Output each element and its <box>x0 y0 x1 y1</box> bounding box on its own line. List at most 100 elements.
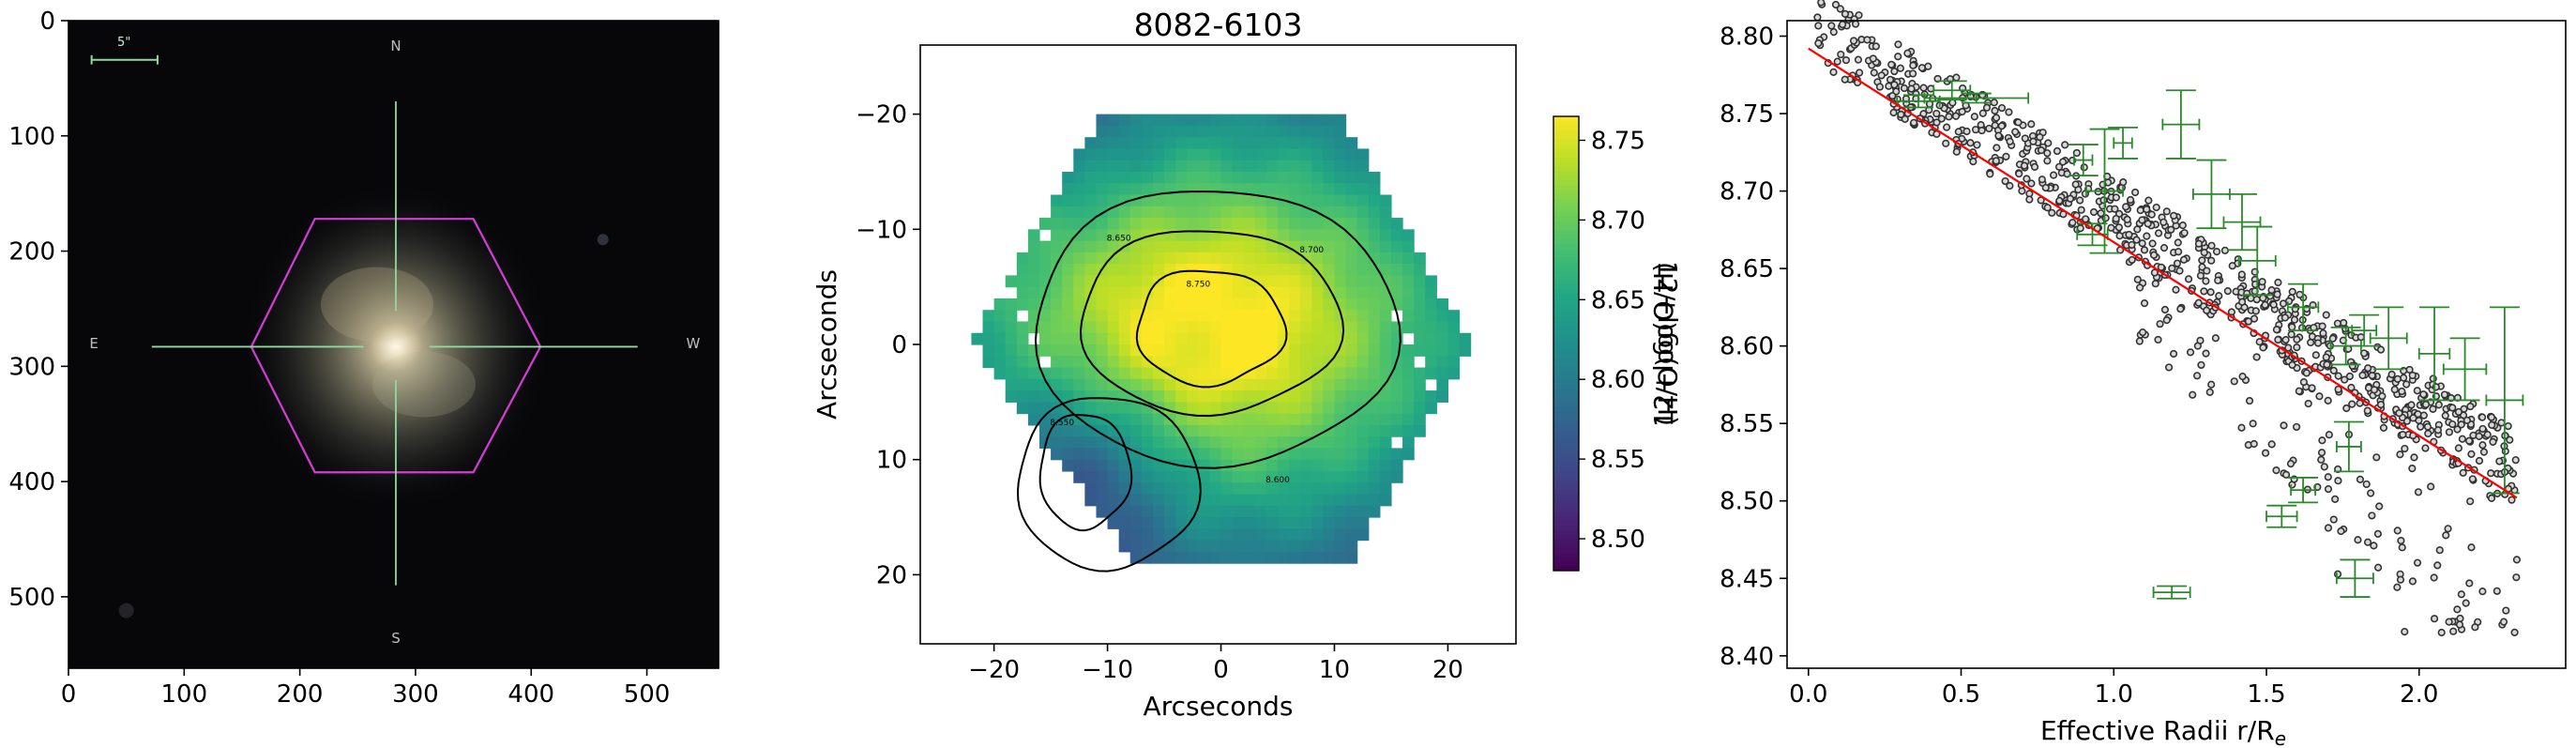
colorbar-segment <box>1553 247 1579 253</box>
colorbar-segment <box>1553 211 1579 217</box>
heatmap-cell <box>1073 424 1085 437</box>
data-point <box>1841 9 1850 18</box>
data-point <box>1837 50 1845 59</box>
heatmap-cell <box>1164 344 1176 357</box>
heatmap-cell <box>1243 148 1256 161</box>
data-point <box>2396 450 2404 459</box>
colorbar-segment <box>1553 192 1579 199</box>
heatmap-cell <box>1152 517 1165 529</box>
heatmap-cell <box>1243 436 1256 450</box>
colorbar-segment <box>1553 188 1579 194</box>
data-point <box>2144 196 2153 205</box>
data-point <box>2419 390 2428 399</box>
heatmap-cell <box>1243 332 1256 345</box>
heatmap-cell <box>1084 218 1098 230</box>
heatmap-cell <box>1368 286 1381 299</box>
data-point <box>2143 205 2151 214</box>
sdss-y-tick-label: 100 <box>8 123 55 151</box>
heatmap-cell <box>1254 378 1267 391</box>
heatmap-cell <box>1152 321 1165 334</box>
heatmap-cell <box>1289 551 1301 564</box>
heatmap-cell <box>1129 264 1143 276</box>
data-point <box>2370 542 2378 550</box>
heatmap-cell <box>1414 367 1426 380</box>
heatmap-cell <box>1118 413 1131 426</box>
binned-errorbars <box>1896 80 2524 600</box>
heatmap-cell <box>1379 310 1392 323</box>
heatmap-cell <box>1084 137 1098 150</box>
data-point <box>2133 275 2142 283</box>
data-point <box>1951 112 1961 120</box>
heatmap-cell <box>1118 470 1131 483</box>
heatmap-cell <box>1390 344 1403 357</box>
heatmap-cell <box>1084 378 1098 391</box>
heatmap-cell <box>1209 344 1222 357</box>
heatmap-cell <box>1300 298 1312 311</box>
heatmap-cell <box>1243 470 1256 483</box>
colorbar-segment <box>1553 360 1579 367</box>
heatmap-cell <box>1334 160 1347 173</box>
heatmap-cell <box>1334 528 1347 542</box>
heatmap-cell <box>1368 413 1381 426</box>
heatmap-cell <box>1278 378 1290 391</box>
heatmap-cell <box>1311 275 1324 288</box>
data-point <box>2249 420 2257 428</box>
heatmap-cell <box>1016 402 1029 415</box>
sdss-x-tick-label: 500 <box>624 680 671 709</box>
heatmap-cell <box>1368 171 1381 184</box>
heatmap-cell <box>1402 240 1415 253</box>
heatmap-cell <box>1379 344 1392 357</box>
heatmap-cell <box>1356 378 1370 391</box>
data-point <box>2325 431 2333 439</box>
heatmap-cell <box>1300 413 1312 426</box>
heatmap-cell <box>1311 528 1324 542</box>
heatmap-cell <box>1289 252 1301 265</box>
heatmap-cell <box>1175 356 1188 369</box>
data-point <box>2212 247 2221 256</box>
heatmap-cell <box>1107 459 1120 472</box>
heatmap-cell <box>1220 494 1234 507</box>
heatmap-cell <box>1096 275 1109 288</box>
heatmap-cell <box>1356 390 1370 403</box>
heatmap-cell <box>1265 413 1279 426</box>
heatmap-cell <box>1436 321 1449 334</box>
heatmap-cell <box>1164 160 1176 173</box>
heatmap-cell <box>1118 229 1131 242</box>
heatmap-cell <box>1187 148 1199 161</box>
heatmap-cell <box>1311 286 1324 299</box>
heatmap-cell <box>1164 240 1176 253</box>
data-point <box>2259 343 2267 352</box>
heatmap-cell <box>1265 160 1279 173</box>
heatmap-cell <box>1175 505 1188 518</box>
heatmap-cell <box>1254 114 1267 127</box>
heatmap-cell <box>1005 298 1018 311</box>
data-point <box>1869 54 1877 63</box>
heatmap-cell <box>1278 494 1290 507</box>
data-point <box>2281 313 2289 322</box>
data-point <box>2373 563 2383 572</box>
heatmap-cell <box>1198 310 1211 323</box>
heatmap-cell <box>1051 310 1063 323</box>
heatmap-cell <box>1232 321 1245 334</box>
heatmap-cell <box>993 321 1007 334</box>
data-point <box>2164 363 2174 372</box>
data-point <box>2138 239 2146 248</box>
heatmap-cell <box>1300 310 1312 323</box>
heatmap-cell <box>1220 332 1234 345</box>
data-point <box>2041 183 2050 192</box>
heatmap-cell <box>1368 332 1381 345</box>
heatmap-cell <box>1300 275 1312 288</box>
heatmap-cell <box>1254 125 1267 138</box>
heatmap-cell <box>1152 448 1165 461</box>
colorbar-segment <box>1553 328 1579 335</box>
heatmap-cell <box>1334 482 1347 496</box>
heatmap-cell <box>1402 229 1415 242</box>
heatmap-cell <box>1039 321 1052 334</box>
data-point <box>2055 196 2064 205</box>
colorbar-segment <box>1553 325 1579 330</box>
heatmap-cell <box>1051 252 1063 265</box>
heatmap-cell <box>1209 494 1222 507</box>
heatmap-cell <box>1379 402 1392 415</box>
heatmap-cell <box>1265 114 1279 127</box>
